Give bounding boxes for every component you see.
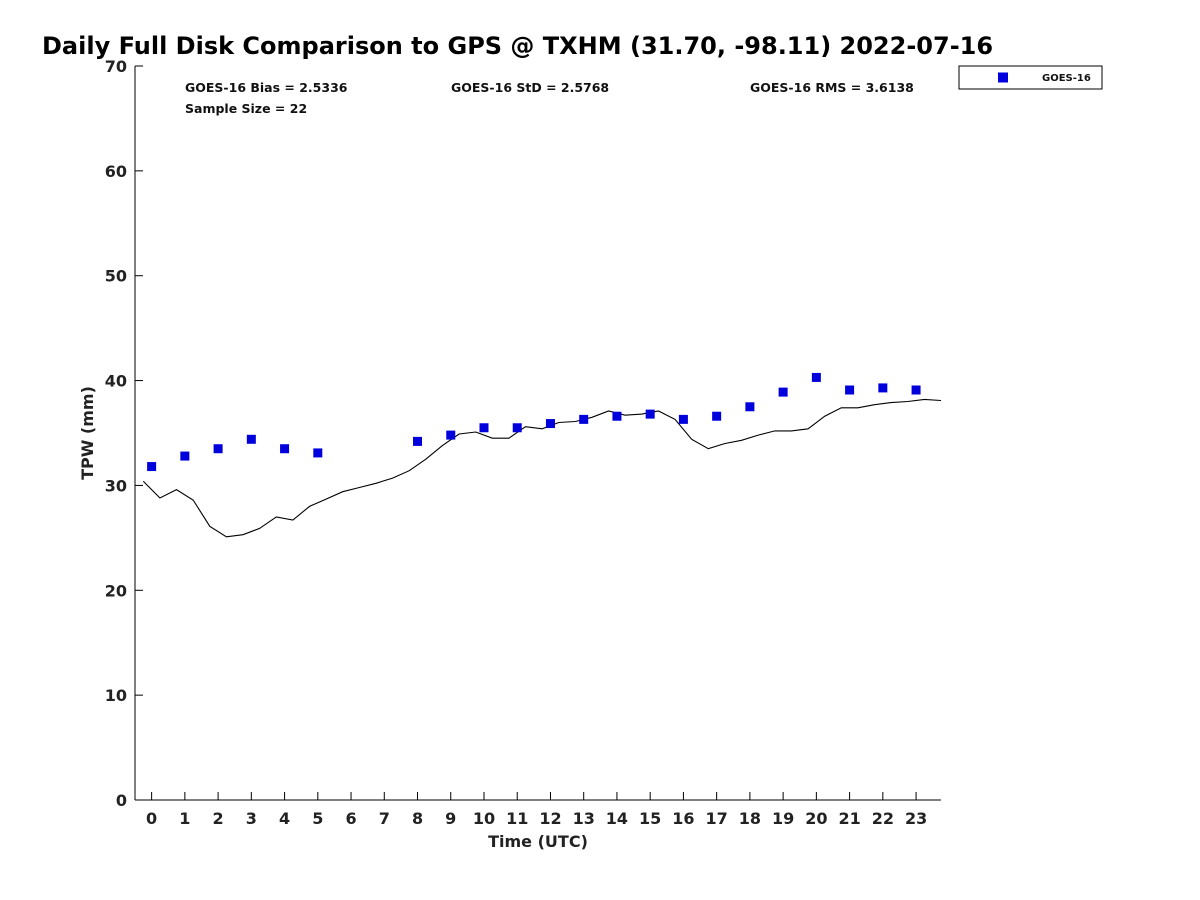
goes-16-point-1	[180, 451, 190, 461]
goes-16-point-16	[745, 402, 755, 412]
goes-16-point-20	[878, 383, 888, 393]
x-tick-label-7: 7	[379, 809, 390, 828]
x-tick-label-16: 16	[672, 809, 694, 828]
x-tick-label-19: 19	[772, 809, 794, 828]
goes-16-point-13	[645, 409, 655, 419]
goes-16-point-6	[413, 436, 423, 446]
legend-marker-goes-16	[998, 72, 1008, 83]
goes-16-point-0	[147, 462, 157, 472]
x-tick-label-1: 1	[179, 809, 190, 828]
goes-16-point-14	[678, 414, 688, 424]
x-tick-label-8: 8	[412, 809, 423, 828]
x-tick-label-0: 0	[146, 809, 157, 828]
y-tick-label-6: 60	[105, 162, 127, 181]
legend-box	[958, 65, 1103, 90]
x-tick-label-22: 22	[872, 809, 894, 828]
x-tick-label-21: 21	[838, 809, 860, 828]
legend-label-goes-16: GOES-16	[1042, 73, 1091, 84]
y-ticks: 0 10 20 30 40 50 60 70	[105, 57, 143, 810]
x-tick-label-13: 13	[573, 809, 595, 828]
goes-16-point-5	[313, 448, 323, 458]
stat-rms: GOES-16 RMS = 3.6138	[750, 80, 914, 95]
x-tick-label-20: 20	[805, 809, 827, 828]
goes-16-point-9	[512, 423, 522, 433]
series-layer	[142, 372, 942, 538]
x-tick-label-11: 11	[506, 809, 528, 828]
y-tick-label-1: 10	[105, 686, 127, 705]
y-tick-label-2: 20	[105, 581, 127, 600]
axes	[134, 66, 941, 801]
goes-16-point-17	[778, 387, 788, 397]
x-tick-label-2: 2	[213, 809, 224, 828]
goes-16-point-21	[911, 385, 921, 395]
y-axis-label: TPW (mm)	[78, 386, 97, 480]
x-tick-label-17: 17	[706, 809, 728, 828]
goes-16-point-7	[446, 430, 456, 440]
x-tick-label-3: 3	[246, 809, 257, 828]
stats-panel: GOES-16 Bias = 2.5336 GOES-16 StD = 2.57…	[185, 80, 914, 116]
y-tick-label-3: 30	[105, 476, 127, 495]
goes-16-point-19	[845, 385, 855, 395]
goes-16-point-12	[612, 411, 622, 421]
x-tick-label-23: 23	[905, 809, 927, 828]
x-tick-label-12: 12	[539, 809, 561, 828]
stat-sample-size: Sample Size = 22	[185, 101, 307, 116]
legend: GOES-16	[958, 65, 1103, 90]
x-tick-label-10: 10	[473, 809, 495, 828]
stat-bias: GOES-16 Bias = 2.5336	[185, 80, 348, 95]
goes-16-point-4	[280, 444, 290, 454]
y-tick-label-7: 70	[105, 57, 127, 76]
x-tick-label-6: 6	[345, 809, 356, 828]
x-tick-label-18: 18	[739, 809, 761, 828]
gps-line	[142, 398, 942, 538]
goes-16-point-2	[213, 444, 223, 454]
goes-16-point-15	[712, 411, 722, 421]
x-tick-label-9: 9	[445, 809, 456, 828]
goes-16-point-11	[579, 414, 589, 424]
goes-16-point-8	[479, 423, 489, 433]
y-tick-label-4: 40	[105, 372, 127, 391]
goes-16-point-18	[811, 372, 821, 382]
stat-std: GOES-16 StD = 2.5768	[451, 80, 609, 95]
y-tick-label-0: 0	[116, 791, 127, 810]
x-tick-label-15: 15	[639, 809, 661, 828]
x-axis-label: Time (UTC)	[488, 832, 588, 851]
x-ticks: 0 1 2 3 4 5 6 7 8 9 10 11 12 13 14 15 16 17 18 19 20 21 22 23	[146, 792, 927, 828]
x-tick-label-14: 14	[606, 809, 628, 828]
goes-16-point-10	[545, 419, 555, 429]
x-tick-label-5: 5	[312, 809, 323, 828]
y-tick-label-5: 50	[105, 267, 127, 286]
chart-title: Daily Full Disk Comparison to GPS @ TXHM…	[42, 32, 993, 60]
goes-16-point-3	[246, 434, 256, 444]
x-tick-label-4: 4	[279, 809, 290, 828]
